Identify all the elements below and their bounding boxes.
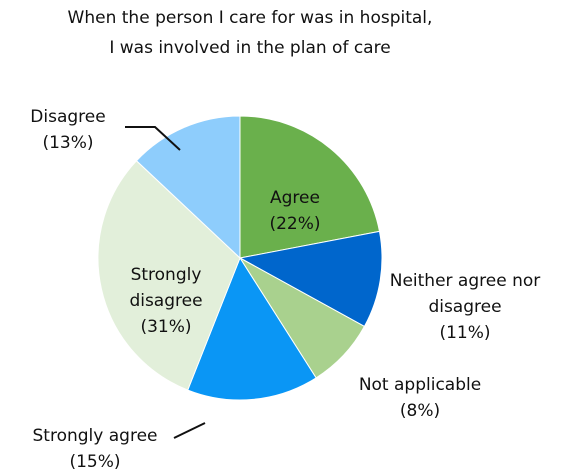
category-label: Disagree	[30, 107, 106, 127]
value-label: (15%)	[69, 452, 121, 472]
slice-label: Agree (22%)	[230, 185, 360, 237]
chart-title: When the person I care for was in hospit…	[67, 8, 433, 28]
value-label: (13%)	[42, 133, 94, 153]
leader-line	[125, 126, 181, 151]
category-label: Neither agree nor disagree	[389, 271, 541, 317]
pie-slice	[239, 115, 381, 259]
pie-slice	[238, 230, 383, 328]
leader-line	[173, 422, 206, 439]
slice-label: Neither agree nor disagree (11%)	[370, 268, 560, 346]
category-label: Not applicable	[358, 375, 482, 395]
pie-slice	[97, 160, 241, 391]
category-label: Agree	[270, 188, 320, 208]
value-label: (22%)	[269, 214, 321, 234]
category-label: Strongly agree	[32, 426, 158, 446]
slice-label: Strongly disagree (31%)	[111, 262, 221, 340]
pie-slice	[135, 115, 241, 260]
category-label: Strongly disagree	[129, 265, 203, 311]
pie-slice	[187, 256, 317, 401]
value-label: (31%)	[140, 317, 192, 337]
value-label: (11%)	[439, 323, 491, 343]
slice-label: Disagree (13%)	[8, 104, 128, 156]
chart-title: I was involved in the plan of care	[109, 38, 391, 58]
slice-label: Strongly agree (15%)	[0, 423, 195, 473]
value-label: (8%)	[399, 401, 441, 421]
slice-label: Not applicable (8%)	[320, 372, 520, 424]
